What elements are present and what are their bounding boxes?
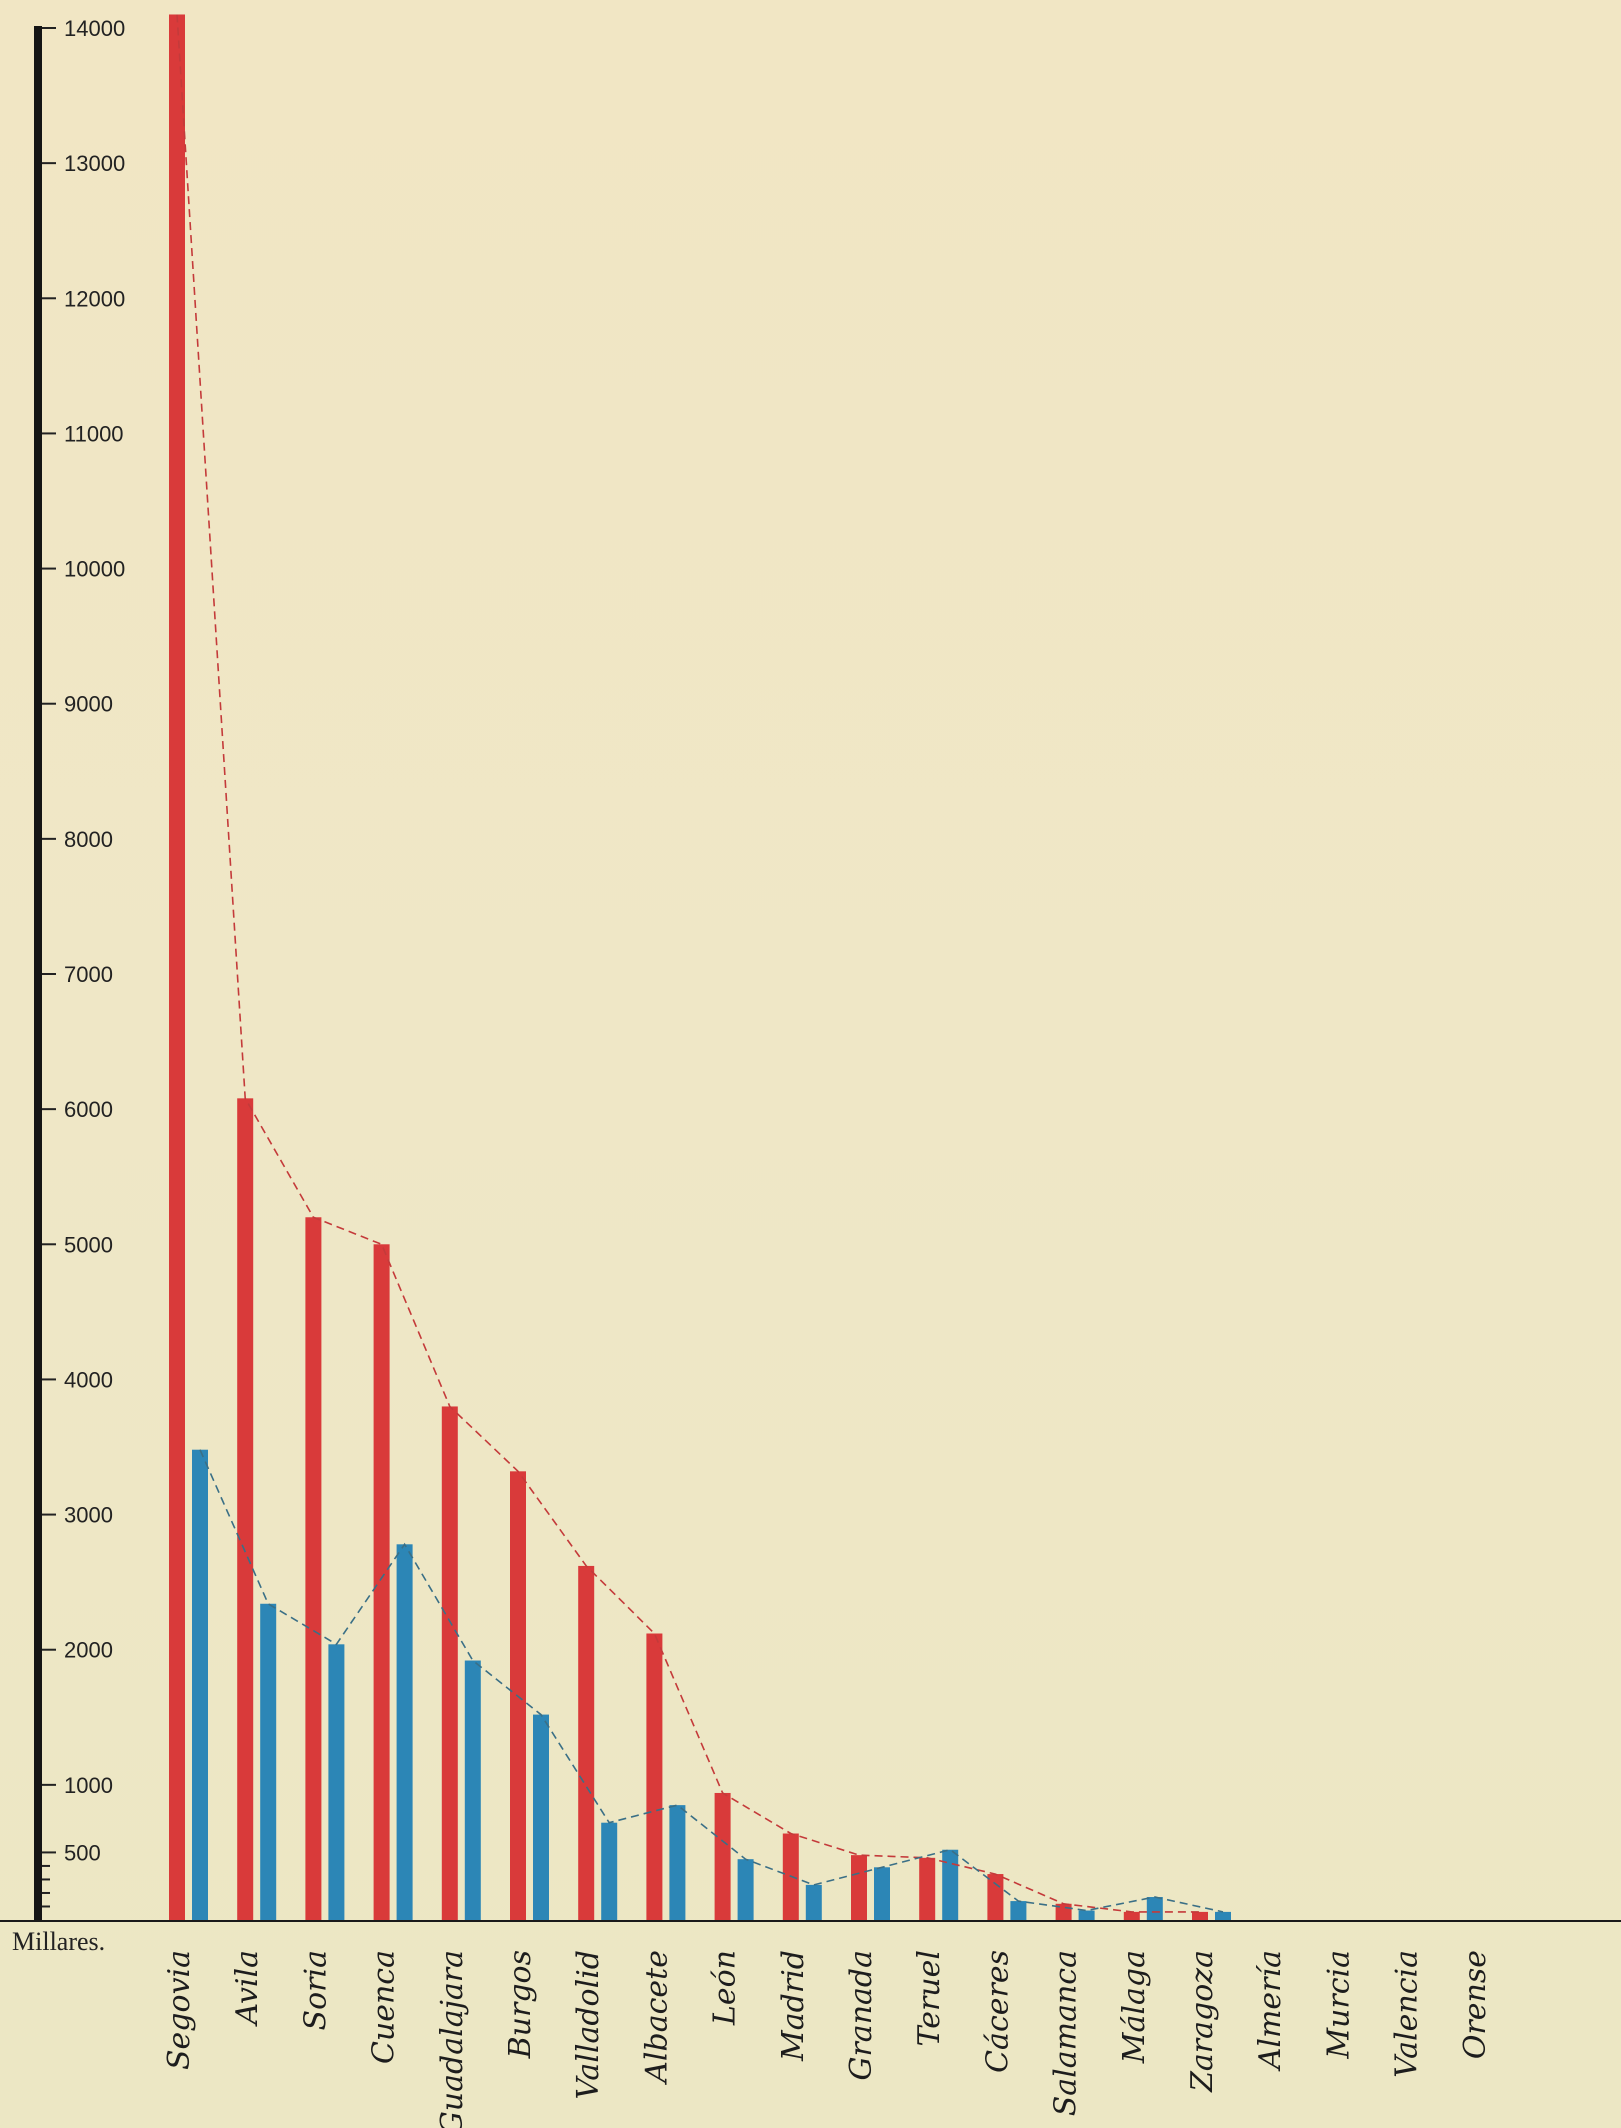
bar-blue <box>328 1644 345 1920</box>
bar-red <box>237 1098 254 1920</box>
y-tick-label: 9000 <box>64 692 113 717</box>
y-tick-label: 4000 <box>64 1367 113 1392</box>
category-label: Madrid <box>776 1950 811 2062</box>
bar-red <box>851 1855 867 1920</box>
bar-red <box>1123 1911 1140 1920</box>
category-label: Murcia <box>1321 1950 1356 2060</box>
category-label: Albacete <box>639 1950 674 2086</box>
bar-blue <box>1146 1897 1163 1920</box>
category-label: Soria <box>298 1950 333 2030</box>
bar-blue <box>1010 1901 1027 1920</box>
bar-blue <box>1215 1911 1231 1920</box>
y-tick-label: 13000 <box>64 151 125 176</box>
bar-blue <box>464 1660 481 1920</box>
bar-blue <box>805 1884 822 1920</box>
category-label: Cuenca <box>367 1950 402 2064</box>
category-labels: Segovia Avila Soria Cuenca Guadalajara Burgos… <box>162 1950 1493 2128</box>
y-tick-label: 500 <box>64 1840 101 1865</box>
unit-label: Millares. <box>12 1927 105 1956</box>
bar-red <box>919 1857 936 1920</box>
bar-blue <box>533 1714 549 1920</box>
category-label: Teruel <box>912 1950 947 2046</box>
y-axis: 500 1000 2000 3000 4000 5000 6000 7000 8000 9000 1… <box>0 16 1621 1922</box>
y-tick-label: 5000 <box>64 1232 113 1257</box>
bar-blue <box>942 1849 959 1920</box>
trend-lines <box>176 14 1224 1913</box>
category-label: Granada <box>844 1950 879 2081</box>
bar-blue <box>737 1859 754 1920</box>
bar-blue <box>669 1805 686 1920</box>
y-tick-label: 1000 <box>64 1773 113 1798</box>
category-label: Málaga <box>1117 1950 1152 2064</box>
category-label: Zaragoza <box>1185 1950 1220 2093</box>
y-tick-label: 3000 <box>64 1503 113 1528</box>
bar-red <box>578 1565 595 1920</box>
category-label: León <box>708 1950 743 2026</box>
bar-blue <box>601 1822 618 1920</box>
y-tick-label: 7000 <box>64 962 113 987</box>
bars <box>169 14 1231 1920</box>
bar-red <box>305 1217 322 1920</box>
bar-blue <box>874 1867 890 1920</box>
category-label: Cáceres <box>980 1950 1015 2073</box>
y-tick-label: 2000 <box>64 1638 113 1663</box>
category-label: Orense <box>1458 1950 1493 2059</box>
bar-blue <box>192 1449 208 1920</box>
category-label: Almería <box>1253 1950 1288 2072</box>
trend-line-blue <box>199 1449 1224 1913</box>
bar-red <box>1192 1911 1208 1920</box>
bar-red <box>714 1792 731 1920</box>
category-label: Avila <box>230 1950 265 2027</box>
bar-red <box>169 14 185 1920</box>
bar-blue <box>396 1544 413 1920</box>
category-label: Valladolid <box>571 1950 606 2100</box>
category-label: Valencia <box>1390 1950 1425 2078</box>
bar-red <box>373 1244 390 1920</box>
bar-red <box>441 1406 458 1920</box>
category-label: Salamanca <box>1049 1950 1084 2116</box>
bar-blue <box>1078 1910 1095 1920</box>
category-label: Guadalajara <box>435 1950 470 2128</box>
bar-blue <box>260 1603 277 1920</box>
y-axis-line <box>34 26 42 1920</box>
y-tick-label: 11000 <box>64 421 124 446</box>
y-tick-label: 14000 <box>64 16 125 41</box>
y-tick-label: 6000 <box>64 1097 113 1122</box>
bar-red <box>987 1874 1004 1920</box>
y-tick-label: 8000 <box>64 827 113 852</box>
category-label: Segovia <box>162 1950 197 2070</box>
trend-line-red <box>176 14 1200 1913</box>
y-tick-label: 10000 <box>64 557 125 582</box>
category-label: Burgos <box>503 1950 538 2059</box>
bar-red <box>646 1633 663 1920</box>
y-tick-label: 12000 <box>64 286 125 311</box>
